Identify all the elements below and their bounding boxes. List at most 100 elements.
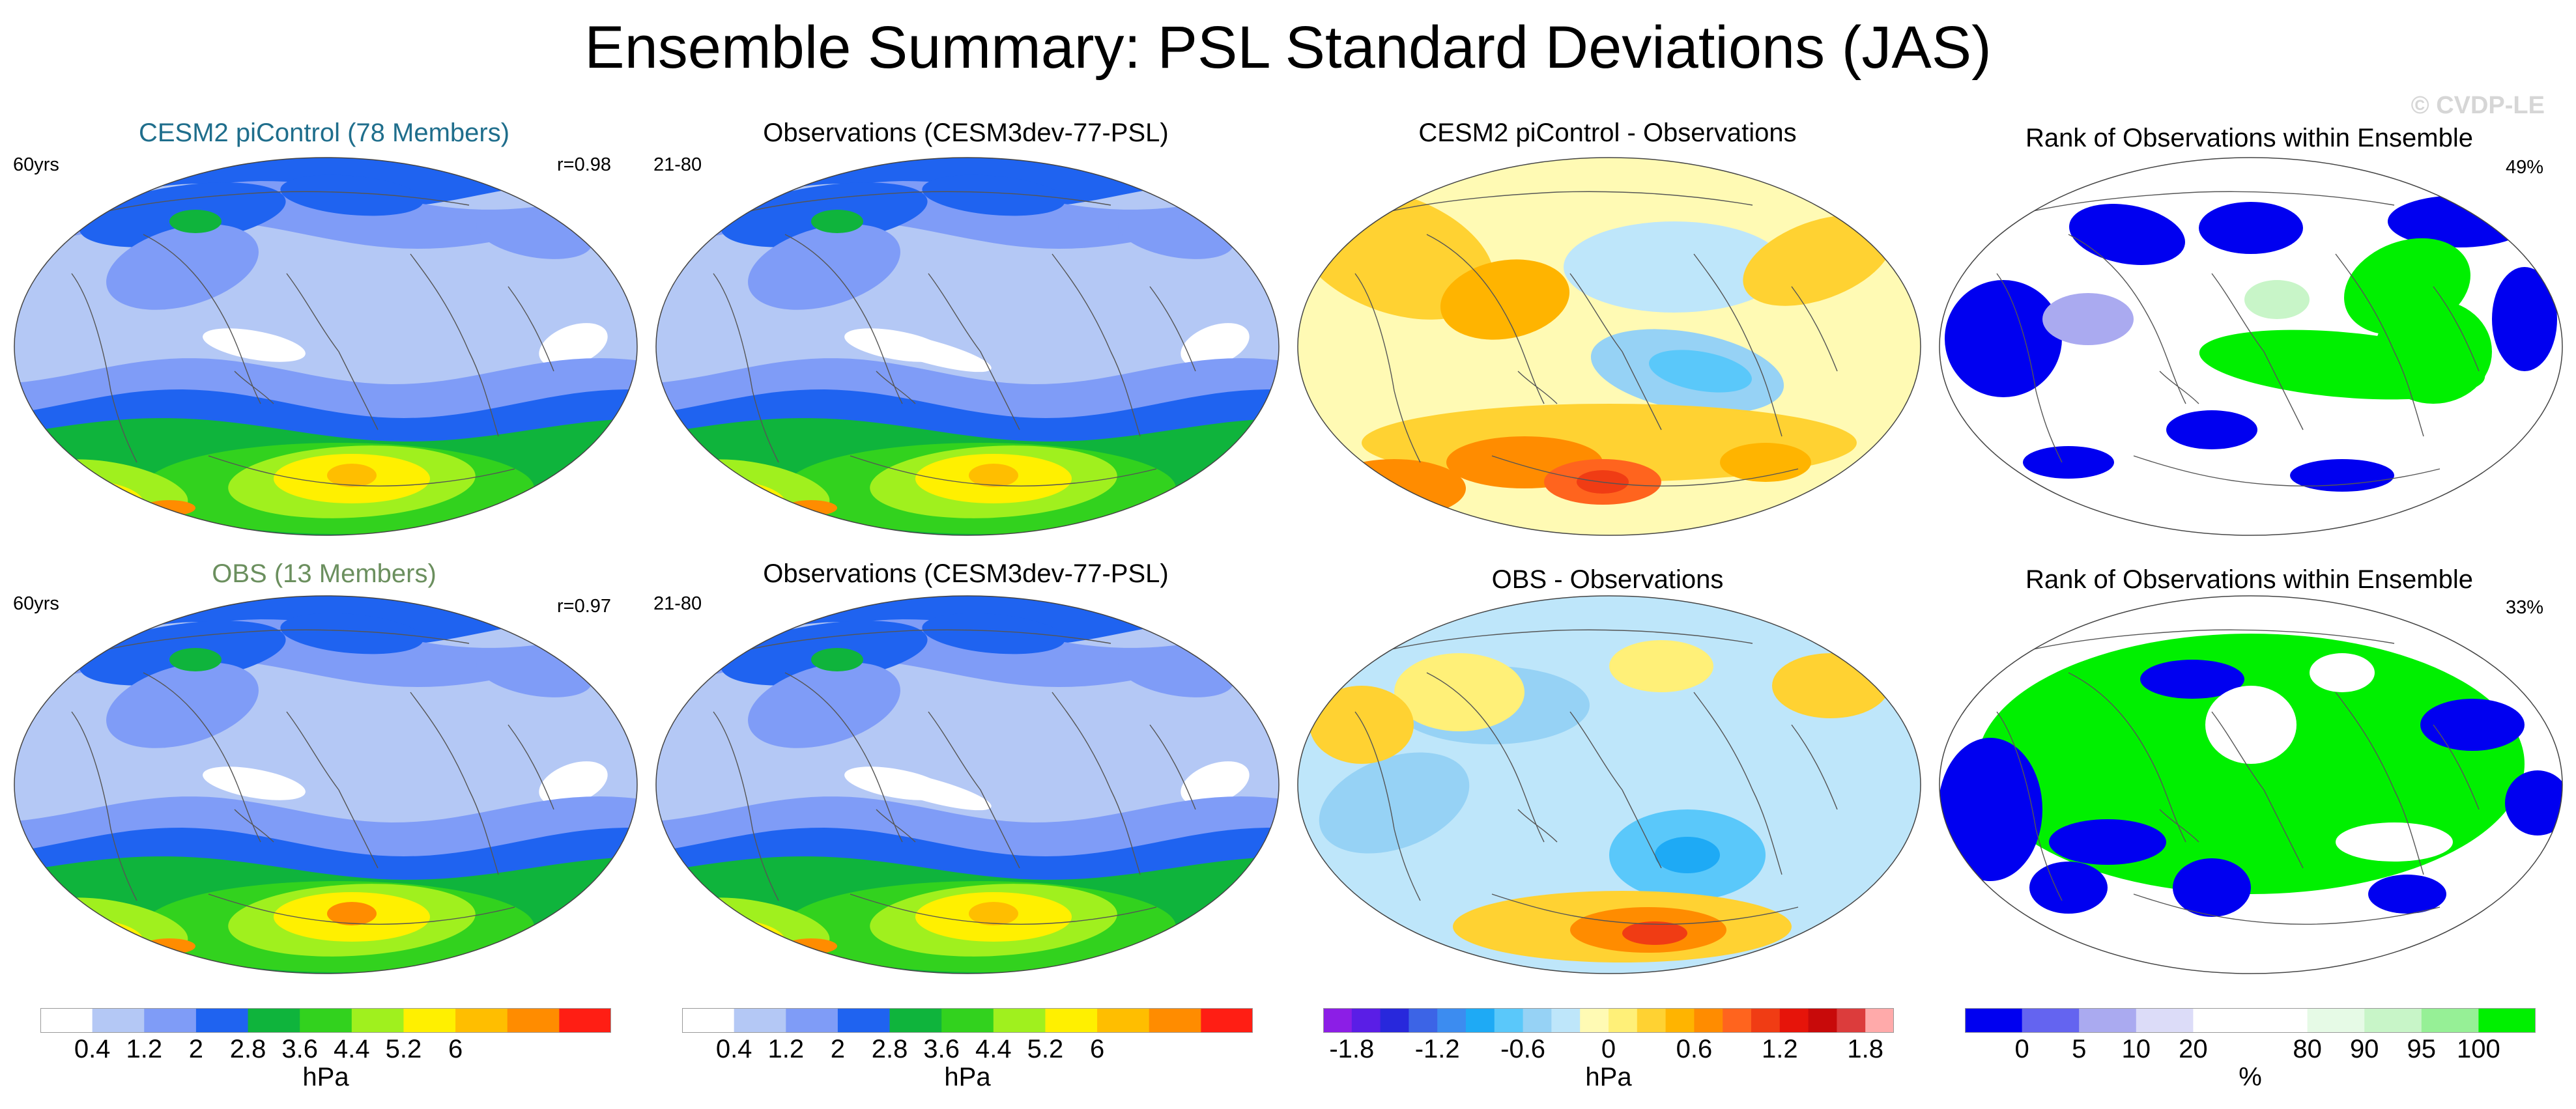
colorbar-4-unit: % bbox=[2239, 1063, 2262, 1091]
colorbar-1-swatch bbox=[507, 1008, 560, 1033]
panel-6-left-label: 21-80 bbox=[653, 593, 702, 614]
colorbar-2-tick: 4.4 bbox=[975, 1035, 1012, 1063]
colorbar-3 bbox=[1323, 1008, 1895, 1033]
colorbar-2-tick: 3.6 bbox=[923, 1035, 960, 1063]
colorbar-3-swatch bbox=[1779, 1008, 1809, 1033]
colorbar-1-tick: 5.2 bbox=[385, 1035, 422, 1063]
colorbar-1 bbox=[40, 1008, 612, 1033]
colorbar-2-swatch bbox=[837, 1008, 891, 1033]
colorbar-2-swatch bbox=[1201, 1008, 1253, 1033]
colorbar-2-swatch bbox=[734, 1008, 786, 1033]
colorbar-4-swatch bbox=[1965, 1008, 2023, 1033]
colorbar-1-tick: 2.8 bbox=[229, 1035, 266, 1063]
colorbar-3-swatch bbox=[1466, 1008, 1495, 1033]
colorbar-1-swatch bbox=[248, 1008, 300, 1033]
colorbar-1-tick: 3.6 bbox=[281, 1035, 318, 1063]
colorbar-2-tick: 0.4 bbox=[715, 1035, 752, 1063]
colorbar-2-swatch bbox=[889, 1008, 942, 1033]
colorbar-2-swatch bbox=[682, 1008, 735, 1033]
panel-7-title: OBS - Observations bbox=[1491, 565, 1724, 594]
colorbar-1-swatch bbox=[559, 1008, 612, 1033]
panel-7-map bbox=[1296, 595, 1922, 976]
colorbar-4-tick: 95 bbox=[2407, 1035, 2437, 1063]
colorbar-4-tick: 100 bbox=[2457, 1035, 2500, 1063]
colorbar-2-swatch bbox=[786, 1008, 838, 1033]
panel-8-map bbox=[1938, 595, 2564, 976]
panel-4-title: Rank of Observations within Ensemble bbox=[2025, 124, 2473, 152]
colorbar-3-swatch bbox=[1437, 1008, 1467, 1033]
colorbar-2-tick: 5.2 bbox=[1027, 1035, 1064, 1063]
colorbar-4-tick: 5 bbox=[2072, 1035, 2087, 1063]
colorbar-1-swatch bbox=[455, 1008, 508, 1033]
panel-8-right-label: 33% bbox=[2506, 597, 2544, 618]
colorbar-3-tick: 0 bbox=[1601, 1035, 1616, 1063]
colorbar-3-tick: -1.8 bbox=[1329, 1035, 1375, 1063]
colorbar-2-unit: hPa bbox=[944, 1063, 991, 1091]
colorbar-4-swatch bbox=[2079, 1008, 2137, 1033]
panel-5-right-label: r=0.97 bbox=[557, 596, 612, 617]
colorbar-3-swatch bbox=[1837, 1008, 1866, 1033]
colorbar-2-swatch bbox=[1045, 1008, 1098, 1033]
panel-6-title: Observations (CESM3dev-77-PSL) bbox=[763, 559, 1169, 588]
panel-5-title: OBS (13 Members) bbox=[212, 559, 436, 588]
colorbar-3-unit: hPa bbox=[1585, 1063, 1632, 1091]
colorbar-3-swatch bbox=[1751, 1008, 1781, 1033]
panel-5-left-label: 60yrs bbox=[13, 593, 59, 614]
watermark: © CVDP-LE bbox=[2411, 92, 2545, 119]
colorbar-3-swatch bbox=[1494, 1008, 1524, 1033]
colorbar-4-swatch bbox=[2193, 1008, 2251, 1033]
colorbar-3-swatch bbox=[1808, 1008, 1837, 1033]
colorbar-4-tick: 20 bbox=[2179, 1035, 2208, 1063]
colorbar-4-tick: 90 bbox=[2349, 1035, 2379, 1063]
colorbar-3-tick: 1.2 bbox=[1761, 1035, 1798, 1063]
panel-4-map bbox=[1938, 156, 2564, 537]
colorbar-3-tick: 0.6 bbox=[1676, 1035, 1713, 1063]
panel-1-right-label: r=0.98 bbox=[557, 154, 612, 175]
colorbar-3-swatch bbox=[1865, 1008, 1895, 1033]
colorbar-1-tick: 0.4 bbox=[74, 1035, 111, 1063]
colorbar-2-swatch bbox=[993, 1008, 1046, 1033]
panel-8-title: Rank of Observations within Ensemble bbox=[2025, 565, 2473, 594]
figure-title: Ensemble Summary: PSL Standard Deviation… bbox=[584, 14, 1992, 81]
panel-3-map bbox=[1296, 156, 1922, 537]
panel-5-map bbox=[13, 595, 638, 976]
colorbar-4-tick: 0 bbox=[2014, 1035, 2029, 1063]
colorbar-2-tick: 1.2 bbox=[767, 1035, 805, 1063]
colorbar-4-swatch bbox=[2307, 1008, 2365, 1033]
colorbar-4-swatch bbox=[2136, 1008, 2194, 1033]
colorbar-1-swatch bbox=[300, 1008, 352, 1033]
colorbar-2-swatch bbox=[941, 1008, 994, 1033]
colorbar-3-swatch bbox=[1665, 1008, 1695, 1033]
colorbar-3-tick: 1.8 bbox=[1847, 1035, 1883, 1063]
panel-6-map bbox=[655, 595, 1280, 976]
colorbar-4-swatch bbox=[2421, 1008, 2479, 1033]
colorbar-4-tick: 10 bbox=[2121, 1035, 2151, 1063]
colorbar-1-swatch bbox=[351, 1008, 404, 1033]
panel-1-title: CESM2 piControl (78 Members) bbox=[138, 119, 510, 147]
panel-1-left-label: 60yrs bbox=[13, 154, 59, 175]
colorbar-1-swatch bbox=[403, 1008, 456, 1033]
colorbar-2-swatch bbox=[1149, 1008, 1201, 1033]
colorbar-3-swatch bbox=[1323, 1008, 1352, 1033]
colorbar-3-swatch bbox=[1723, 1008, 1752, 1033]
colorbar-1-swatch bbox=[92, 1008, 145, 1033]
colorbar-3-swatch bbox=[1409, 1008, 1438, 1033]
panel-2-left-label: 21-80 bbox=[653, 154, 702, 175]
colorbar-4-swatch bbox=[2022, 1008, 2080, 1033]
colorbar-2-tick: 2 bbox=[830, 1035, 846, 1063]
colorbar-3-swatch bbox=[1637, 1008, 1667, 1033]
colorbar-3-tick: -1.2 bbox=[1414, 1035, 1460, 1063]
colorbar-3-swatch bbox=[1551, 1008, 1581, 1033]
colorbar-3-swatch bbox=[1609, 1008, 1638, 1033]
colorbar-1-unit: hPa bbox=[302, 1063, 349, 1091]
colorbar-3-swatch bbox=[1694, 1008, 1723, 1033]
colorbar-4-tick: 80 bbox=[2293, 1035, 2322, 1063]
colorbar-3-swatch bbox=[1523, 1008, 1552, 1033]
colorbar-2-tick: 6 bbox=[1089, 1035, 1105, 1063]
colorbar-3-swatch bbox=[1580, 1008, 1609, 1033]
colorbar-1-tick: 4.4 bbox=[334, 1035, 370, 1063]
colorbar-1-swatch bbox=[144, 1008, 197, 1033]
colorbar-2-tick: 2.8 bbox=[871, 1035, 908, 1063]
colorbar-1-swatch bbox=[195, 1008, 249, 1033]
colorbar-1-tick: 6 bbox=[448, 1035, 463, 1063]
